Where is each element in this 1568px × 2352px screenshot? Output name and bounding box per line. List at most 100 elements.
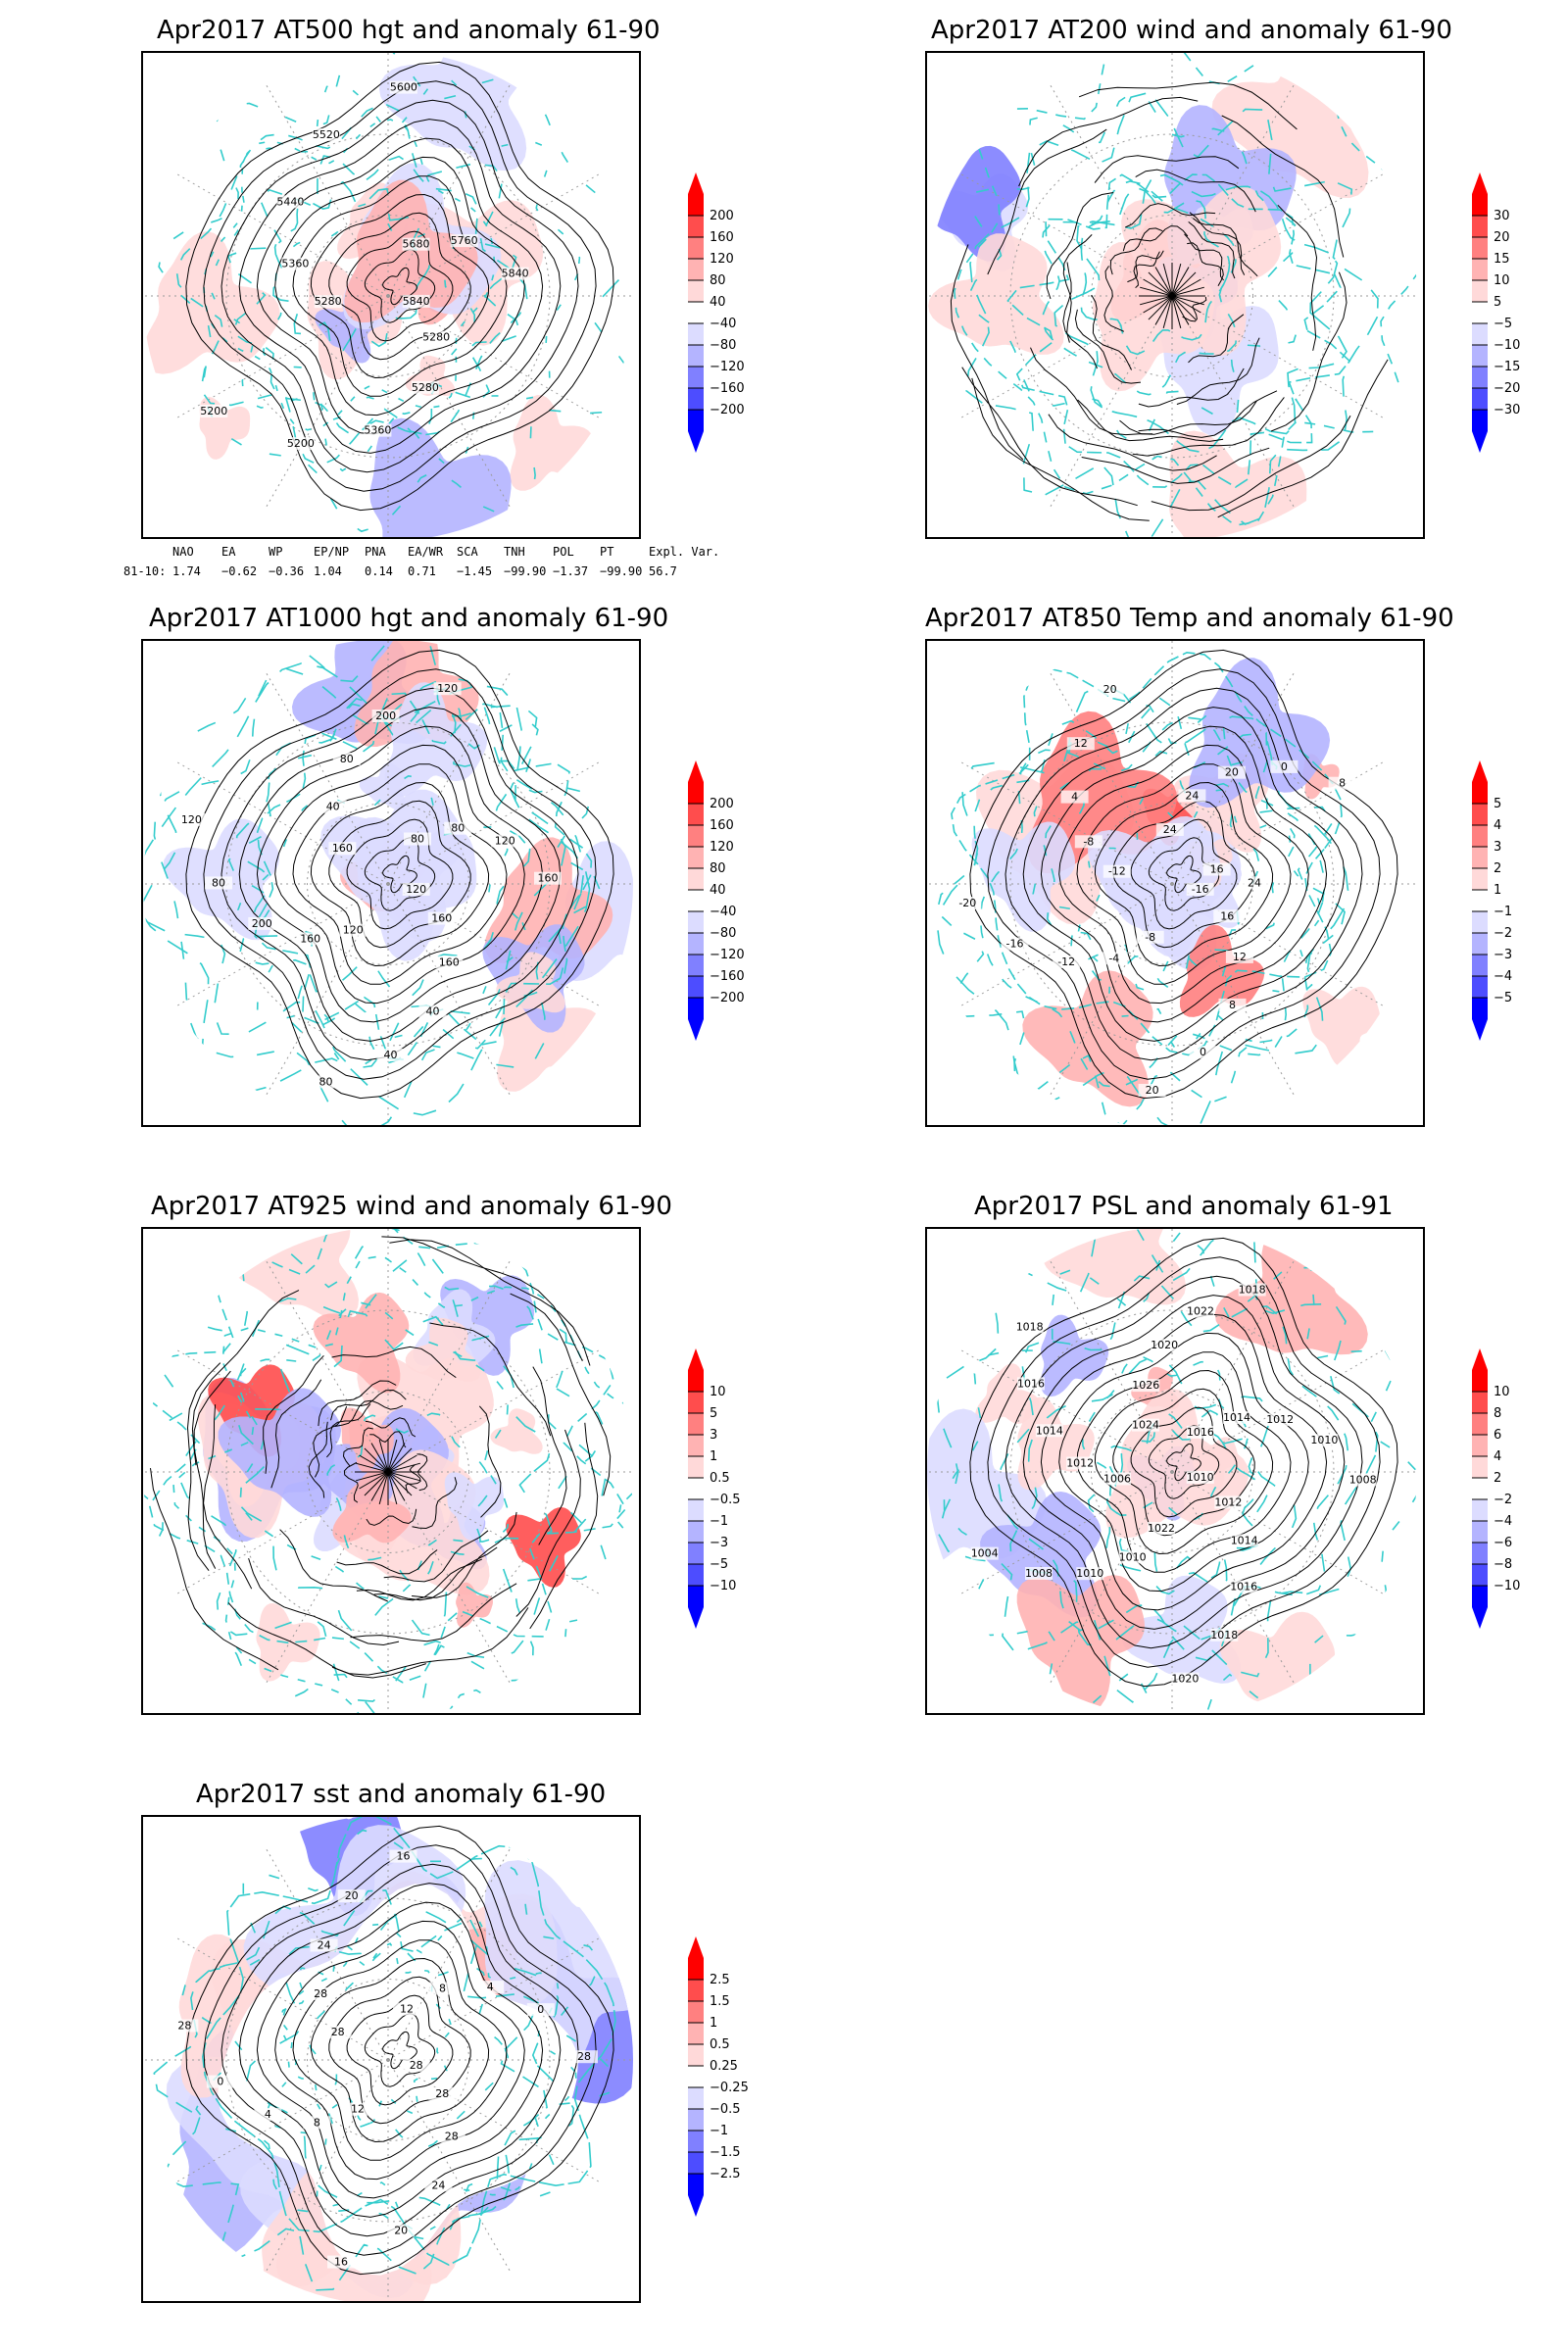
- index-value: −1.45: [457, 564, 493, 578]
- panel-at1000-hgt: Apr2017 AT1000 hgt and anomaly 61-90 120…: [137, 604, 764, 1127]
- streamline: [1217, 359, 1389, 518]
- contour-label: 20: [1146, 1084, 1159, 1097]
- latitude-circle: [1009, 721, 1335, 1047]
- contour-label-bg: [402, 294, 430, 308]
- contour-label-bg: [1151, 1339, 1179, 1352]
- coastline: [226, 155, 522, 436]
- contour-line: [185, 1825, 614, 2276]
- contour-label-bg: [1328, 776, 1356, 790]
- coastline: [172, 1254, 633, 1713]
- contour-label-bg: [428, 2086, 457, 2100]
- colorbar-tick-label: −1.5: [710, 2145, 741, 2160]
- contour-label-bg: [402, 2058, 430, 2072]
- contour-label-bg: [1230, 1580, 1258, 1593]
- colorbar-segment: [1472, 367, 1488, 388]
- anomaly-shade: [227, 1229, 359, 1320]
- contour-line: [346, 818, 454, 930]
- contour-label-bg: [1155, 823, 1184, 836]
- colorbar-tick-label: −5: [710, 1557, 728, 1572]
- contour-label-bg: [534, 871, 562, 885]
- colorbar-tick-label: −15: [1494, 360, 1520, 374]
- contour-line: [1022, 1295, 1346, 1630]
- streamline: [950, 244, 1024, 461]
- anomaly-shade: [1040, 1314, 1109, 1397]
- contour-label: 5200: [287, 437, 315, 450]
- contour-label-bg: [1218, 998, 1247, 1011]
- contour-label: 5280: [422, 331, 450, 344]
- colorbar-segment: [1472, 1392, 1488, 1413]
- meridian-line: [1171, 1471, 1385, 1595]
- contour-label-bg: [1017, 1377, 1045, 1391]
- contour-label: 40: [384, 1049, 398, 1061]
- streamline: [412, 1477, 458, 1530]
- contour-label: 4: [265, 2108, 271, 2121]
- contour-label: 12: [1074, 737, 1088, 750]
- contour-label-bg: [1214, 1495, 1243, 1509]
- latitude-circle: [1009, 1309, 1335, 1635]
- colorbar: 10 5 3 1 0.5 −0.5 −1 −3 −5 −10: [682, 1348, 760, 1633]
- colorbar-segment: [688, 323, 704, 345]
- panel-at925-wind: Apr2017 AT925 wind and anomaly 61-90 10 5…: [137, 1192, 764, 1715]
- contour-label: 16: [334, 2256, 348, 2269]
- anomaly-shade: [975, 1363, 1040, 1424]
- colorbar-tick-label: −1: [1494, 905, 1512, 919]
- index-header: PNA: [365, 545, 386, 559]
- coastline: [998, 1275, 1349, 1662]
- colorbar-segment: [688, 976, 704, 998]
- coastline: [234, 697, 531, 1000]
- colorbar-segment: [688, 1958, 704, 1980]
- colorbar-bottom-arrow: [688, 1607, 704, 1629]
- contour-label-bg: [177, 812, 206, 826]
- colorbar-top-arrow: [688, 1936, 704, 1958]
- index-header: EA: [221, 545, 236, 559]
- panel-title: Apr2017 sst and anomaly 61-90: [196, 1780, 607, 1809]
- colorbar-segment: [1472, 1435, 1488, 1456]
- streamline: [1062, 262, 1098, 369]
- coastline: [936, 682, 1349, 1125]
- colorbar-tick-label: −160: [710, 381, 745, 396]
- colorbar-segment: [688, 194, 704, 216]
- contour-label: 20: [345, 1889, 359, 1902]
- contour-label-bg: [339, 923, 368, 937]
- colorbar-top-arrow: [688, 172, 704, 194]
- streamline: [356, 1471, 389, 1482]
- coastline: [178, 1254, 607, 1702]
- map-svg: 28 28 28 24 20 16 12 8 4 0 28 28 28 24 20 16 12 8 4 0 28: [143, 1817, 633, 2301]
- contour-line: [987, 668, 1381, 1080]
- contour-label: 24: [1248, 876, 1261, 889]
- anomaly-shade: [405, 1317, 481, 1382]
- contour-label-bg: [1118, 1550, 1147, 1564]
- colorbar-segment: [1472, 1413, 1488, 1435]
- contour-label-bg: [171, 2019, 199, 2033]
- coastline: [234, 1309, 553, 1639]
- contour-label-bg: [387, 2224, 416, 2237]
- colorbar-segment: [688, 868, 704, 890]
- contour-label-bg: [281, 257, 310, 270]
- streamline: [331, 1607, 529, 1676]
- index-header: POL: [553, 545, 574, 559]
- colorbar-tick-label: −10: [1494, 338, 1520, 353]
- contour-line: [1130, 1406, 1238, 1518]
- panel-at850-temp: Apr2017 AT850 Temp and anomaly 61-90 -16…: [921, 604, 1548, 1127]
- anomaly-shade: [1042, 1229, 1187, 1305]
- contour-line: [1040, 1313, 1328, 1611]
- contour-label-bg: [328, 842, 357, 856]
- streamline: [1154, 295, 1173, 325]
- contour-label-bg: [1230, 1534, 1258, 1547]
- streamline: [308, 1421, 328, 1498]
- colorbar-tick-label: −0.5: [710, 1493, 741, 1507]
- streamline: [1171, 295, 1201, 314]
- colorbar-segment: [688, 1435, 704, 1456]
- contour-label: 1018: [1210, 1629, 1238, 1642]
- streamline: [331, 1346, 457, 1379]
- contour-line: [1112, 1388, 1255, 1537]
- contour-label-bg: [526, 2003, 555, 2017]
- colorbar-segment: [688, 367, 704, 388]
- panel-at200-wind: Apr2017 AT200 wind and anomaly 61-90 30 2…: [921, 16, 1548, 539]
- streamline: [1062, 234, 1093, 343]
- contour-label: 1016: [1187, 1426, 1214, 1439]
- colorbar-tick-label: −120: [710, 948, 745, 962]
- streamline: [387, 1471, 413, 1496]
- colorbar-svg: 2.5 1.5 1 0.5 0.25 −0.25 −0.5 −1 −1.5 −2.5: [688, 1936, 749, 2217]
- streamline: [365, 1417, 416, 1438]
